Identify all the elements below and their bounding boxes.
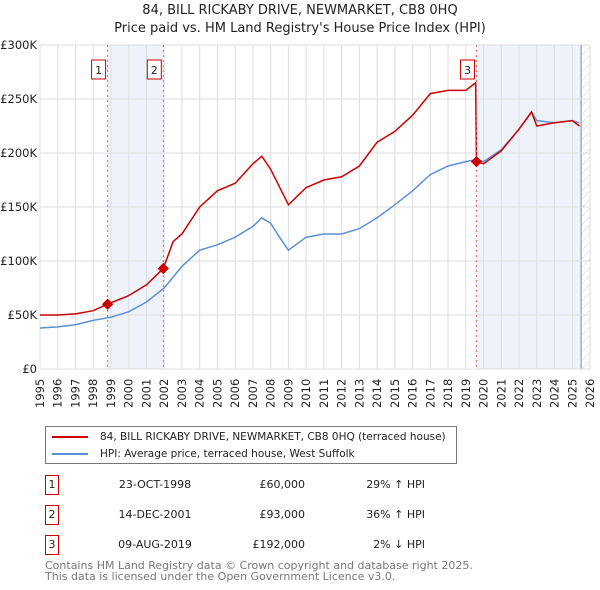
sale-row: 3 09-AUG-2019 £192,000 2% ↓ HPI [45,535,445,557]
x-tick-label: 2011 [317,379,331,408]
x-tick-label: 2024 [548,379,562,408]
x-tick-label: 2019 [459,379,473,408]
sale-date: 23-OCT-1998 [118,478,192,491]
x-tick-label: 2020 [477,379,491,408]
sale-hpi: 36% ↑ HPI [366,508,425,521]
footer-line: This data is licensed under the Open Gov… [45,570,396,583]
x-tick-label: 2000 [122,379,136,408]
y-tick-label: £200K [0,146,37,160]
series-line [40,81,580,316]
sale-row: 2 14-DEC-2001 £93,000 36% ↑ HPI [45,505,445,527]
sale-hpi: 2% ↓ HPI [373,538,425,551]
sale-row: 1 23-OCT-1998 £60,000 29% ↑ HPI [45,475,445,497]
x-tick-label: 2016 [406,379,420,408]
sale-point [470,155,483,168]
chart-plot: 1995 1996 1997 1998 1999 2000 2001 2002 2003 2004… [0,38,597,408]
y-tick-label: £50K [8,308,38,322]
sale-price: £192,000 [252,538,306,551]
legend-label: 84, BILL RICKABY DRIVE, NEWMARKET, CB8 0… [100,431,446,443]
y-tick-label: £0 [22,362,37,376]
chart-subtitle: Price paid vs. HM Land Registry's House … [114,21,486,36]
x-tick-label: 2006 [228,379,242,408]
sale-marker-badge: 1 [45,475,59,495]
x-tick-label: 2021 [494,379,508,408]
x-tick-label: 2015 [388,379,402,408]
sale-point [157,262,169,275]
y-tick-label: £100K [0,254,37,268]
sale-label: 3 [464,64,471,77]
x-tick-label: 1995 [33,379,47,408]
x-tick-label: 2001 [139,379,153,408]
legend-swatch [52,453,88,455]
legend-item-hpi: HPI: Average price, terraced house, West… [52,448,355,460]
x-tick-label: 2018 [441,379,455,408]
x-tick-label: 2007 [246,379,260,408]
legend-label: HPI: Average price, terraced house, West… [100,448,355,460]
x-tick-label: 1997 [68,379,82,408]
x-tick-label: 2013 [352,379,366,408]
sale-label-box [146,59,162,80]
sale-label: 1 [95,64,102,77]
footer-line: Contains HM Land Registry data © Crown c… [45,559,473,572]
sale-label-box [91,59,107,80]
x-tick-label: 2010 [299,379,313,408]
y-tick-label: £250K [0,92,37,106]
x-tick-label: 1996 [51,379,65,408]
chart-title: 84, BILL RICKABY DRIVE, NEWMARKET, CB8 0… [142,3,458,18]
y-tick-label: £300K [0,38,37,52]
sale-marker-badge: 2 [45,505,59,525]
x-tick-label: 2017 [423,379,437,408]
x-tick-label: 2008 [264,379,278,408]
sale-label: 2 [151,64,158,77]
x-tick-label: 2026 [583,379,597,408]
sale-date: 14-DEC-2001 [118,508,192,521]
x-tick-label: 2005 [210,379,224,408]
legend: 84, BILL RICKABY DRIVE, NEWMARKET, CB8 0… [45,426,457,464]
x-tick-label: 2025 [565,379,579,408]
sale-label-box [459,59,475,80]
sale-price: £93,000 [259,508,306,521]
sale-marker-badge: 3 [45,535,59,555]
x-tick-label: 2002 [157,379,171,408]
x-tick-label: 2009 [281,379,295,408]
x-tick-label: 1998 [86,379,100,408]
x-tick-label: 2022 [512,379,526,408]
x-tick-label: 2012 [335,379,349,408]
sale-hpi: 29% ↑ HPI [366,478,425,491]
x-tick-label: 2004 [193,379,207,408]
legend-swatch [52,436,88,438]
y-tick-label: £150K [0,200,37,214]
x-tick-label: 2014 [370,379,384,408]
legend-item-property: 84, BILL RICKABY DRIVE, NEWMARKET, CB8 0… [52,431,446,443]
sale-date: 09-AUG-2019 [118,538,192,551]
sale-price: £60,000 [259,478,306,491]
footer: Contains HM Land Registry data © Crown c… [45,560,473,582]
x-tick-label: 2023 [530,379,544,408]
x-tick-label: 2003 [175,379,189,408]
x-tick-label: 1999 [104,379,118,408]
